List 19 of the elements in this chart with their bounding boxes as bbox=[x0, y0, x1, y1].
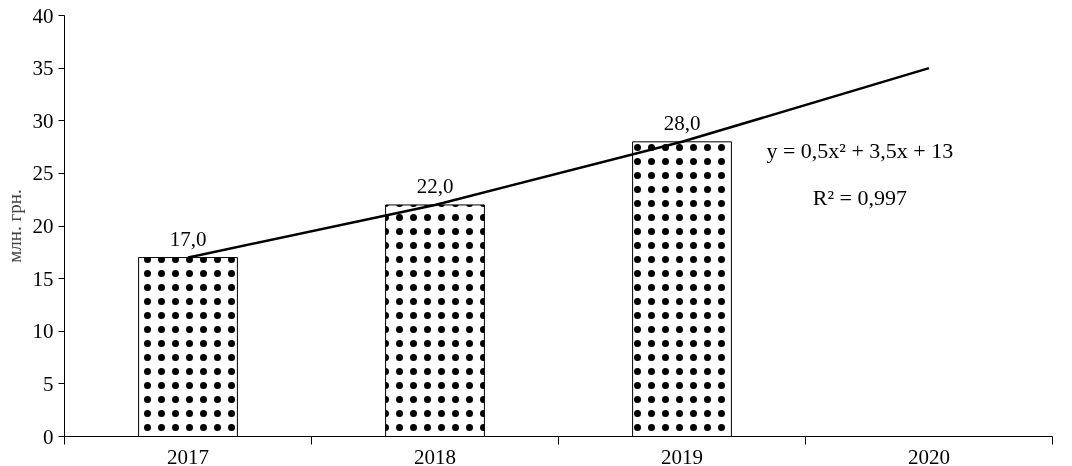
y-tick-label: 10 bbox=[32, 319, 54, 344]
y-tick-label: 30 bbox=[32, 108, 54, 133]
annotation: y = 0,5x² + 3,5x + 13 bbox=[766, 137, 954, 163]
y-tick-label: 25 bbox=[32, 161, 54, 186]
x-tick-label: 2017 bbox=[167, 444, 209, 466]
data-label: 17,0 bbox=[169, 226, 207, 251]
data-label: 22,0 bbox=[416, 173, 454, 198]
y-tick-label: 40 bbox=[32, 3, 54, 28]
y-tick-label: 0 bbox=[43, 424, 54, 449]
x-tick-label: 2019 bbox=[661, 444, 703, 466]
y-tick-label: 5 bbox=[43, 371, 54, 396]
data-label: 28,0 bbox=[663, 110, 701, 135]
y-tick-label: 15 bbox=[32, 266, 54, 291]
x-tick-label: 2020 bbox=[908, 444, 950, 466]
y-axis-title: млн. грн. bbox=[3, 189, 25, 263]
x-tick-label: 2018 bbox=[414, 444, 456, 466]
y-tick-label: 35 bbox=[32, 56, 54, 81]
y-tick-label: 20 bbox=[32, 214, 54, 238]
annotation: R² = 0,997 bbox=[812, 185, 907, 211]
